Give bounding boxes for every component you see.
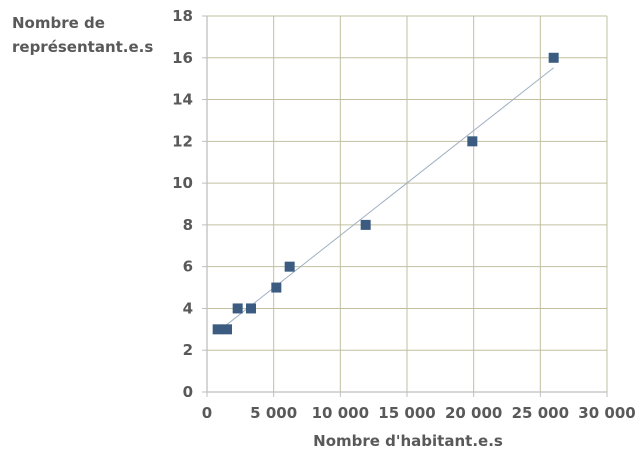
x-tick-label: 5 000	[250, 404, 297, 422]
y-tick-labels: 0 2 4 6 8 10 12 14 16 18	[172, 7, 193, 401]
y-axis-label-line-1: Nombre de	[12, 14, 105, 32]
trend-line	[217, 67, 554, 333]
x-tick-label: 0	[202, 404, 212, 422]
x-axis-label: Nombre d'habitant.e.s	[313, 432, 503, 450]
y-tick-label: 2	[183, 341, 193, 359]
data-point	[284, 261, 295, 272]
y-tick-label: 6	[183, 258, 193, 276]
data-point	[467, 136, 478, 147]
x-tick-labels: 0 5 000 10 000 15 000 20 000 25 000 30 000	[202, 404, 636, 422]
x-tick-label: 20 000	[445, 404, 502, 422]
data-point	[212, 324, 223, 335]
data-point	[548, 52, 559, 63]
x-tick-label: 15 000	[378, 404, 435, 422]
data-point	[222, 324, 232, 335]
y-tick-label: 16	[172, 49, 193, 67]
data-points	[212, 52, 559, 335]
axes	[202, 15, 608, 397]
x-tick-label: 25 000	[512, 404, 569, 422]
y-tick-label: 18	[172, 7, 193, 25]
y-axis-label-line-2: représentant.e.s	[12, 38, 153, 56]
data-point	[246, 303, 256, 314]
y-tick-label: 12	[172, 132, 193, 150]
data-point	[360, 219, 371, 230]
y-tick-label: 10	[172, 174, 193, 192]
y-tick-label: 14	[172, 91, 193, 109]
data-point	[232, 303, 243, 314]
x-tick-label: 30 000	[578, 404, 635, 422]
y-tick-label: 4	[183, 299, 193, 317]
x-tick-label: 10 000	[312, 404, 369, 422]
y-tick-label: 8	[183, 216, 193, 234]
y-tick-label: 0	[183, 383, 193, 401]
data-point	[271, 282, 282, 293]
